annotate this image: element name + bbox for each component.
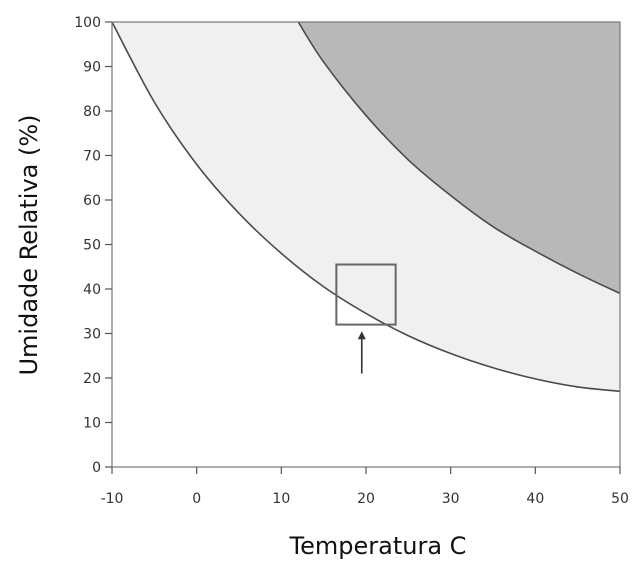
series-line-lower bbox=[111, 21, 621, 393]
x-tick-label: 0 bbox=[192, 491, 201, 507]
arrow-head bbox=[357, 331, 366, 340]
y-tick-label: 60 bbox=[83, 193, 101, 209]
chart-regions bbox=[112, 22, 620, 467]
y-tick-label: 100 bbox=[74, 15, 101, 31]
y-tick-label: 20 bbox=[83, 371, 101, 387]
region-above-upper-curve bbox=[298, 22, 620, 294]
series-line-upper bbox=[297, 21, 621, 295]
y-tick-label: 0 bbox=[92, 460, 101, 476]
y-tick-label: 50 bbox=[83, 238, 101, 254]
y-axis-title: Umidade Relativa (%) bbox=[15, 114, 43, 375]
x-tick-label: 30 bbox=[442, 491, 460, 507]
y-tick-label: 80 bbox=[83, 104, 101, 120]
x-tick-label: 40 bbox=[526, 491, 544, 507]
x-tick-label: 10 bbox=[272, 491, 290, 507]
y-tick-label: 40 bbox=[83, 282, 101, 298]
chart-curves bbox=[111, 21, 621, 393]
x-axis-title: Temperatura C bbox=[289, 532, 467, 560]
y-tick-label: 70 bbox=[83, 149, 101, 165]
x-tick-label: 20 bbox=[357, 491, 375, 507]
chart-annotations bbox=[335, 263, 397, 374]
y-tick-label: 30 bbox=[83, 327, 101, 343]
highlight-box bbox=[335, 263, 397, 326]
y-tick-label: 10 bbox=[83, 416, 101, 432]
x-tick-label: 50 bbox=[611, 491, 629, 507]
y-tick-label: 90 bbox=[83, 60, 101, 76]
x-tick-label: -10 bbox=[101, 491, 124, 507]
